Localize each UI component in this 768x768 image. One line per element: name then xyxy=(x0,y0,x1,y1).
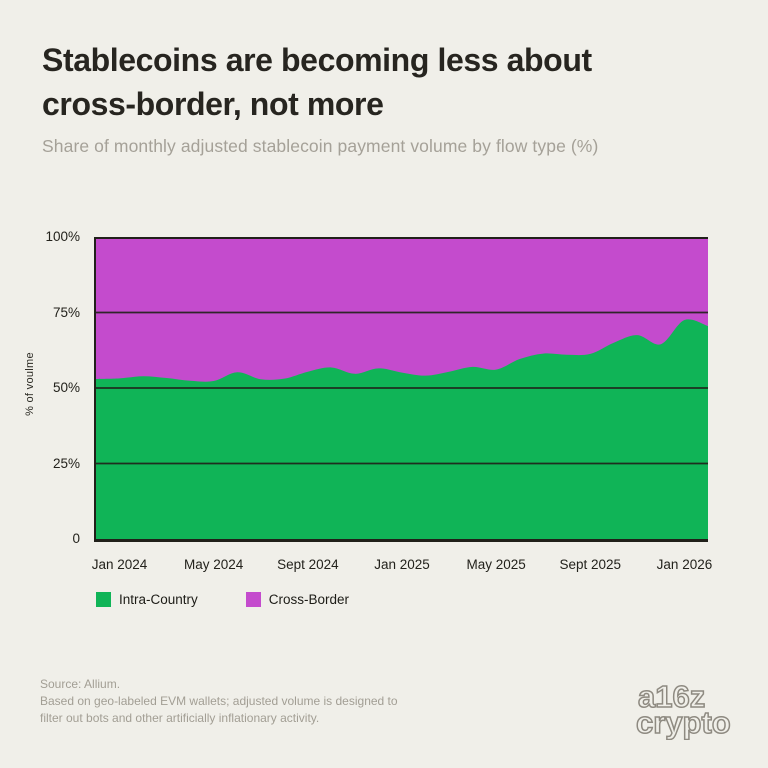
logo-text-a16z: a16z xyxy=(638,680,705,714)
chart-subtitle: Share of monthly adjusted stablecoin pay… xyxy=(42,136,599,156)
y-tick-label: 0 xyxy=(72,531,80,546)
logo-text-crypto: crypto xyxy=(636,705,731,740)
legend-item: Cross-Border xyxy=(245,592,350,607)
x-tick-label: May 2024 xyxy=(184,557,244,572)
source-line-2: Based on geo-labeled EVM wallets; adjust… xyxy=(40,694,398,708)
y-tick-label: 75% xyxy=(52,304,80,320)
legend-swatch xyxy=(245,592,261,607)
a16z-crypto-logo: a16z crypto xyxy=(634,678,752,745)
intra-country-area xyxy=(96,319,708,539)
legend: Intra-Country Cross-Border xyxy=(96,592,397,607)
x-axis-labels: Jan 2024 May 2024 Sept 2024 Jan 2025 May 202… xyxy=(92,556,712,574)
x-tick-label: Sept 2025 xyxy=(559,557,622,572)
y-axis-labels: 100% 75% 50% 25% 0 xyxy=(36,229,88,546)
y-tick-label: 50% xyxy=(52,380,80,395)
y-axis-title: % of voulme xyxy=(24,352,36,416)
title-line-2: cross-border, not more xyxy=(42,86,384,122)
source-note: Source: Allium. Based on geo-labeled EVM… xyxy=(40,676,398,727)
x-tick-label: Jan 2025 xyxy=(374,557,430,572)
source-line-3: filter out bots and other artificially i… xyxy=(40,711,320,725)
legend-swatch xyxy=(96,592,111,607)
title-line-1: Stablecoins are becoming less about xyxy=(42,42,592,78)
y-tick-label: 25% xyxy=(52,455,80,471)
source-line-1: Source: Allium. xyxy=(40,677,121,691)
a16z-crypto-logo-svg: a16z crypto xyxy=(635,678,731,741)
x-tick-label: Jan 2024 xyxy=(91,557,148,572)
y-tick-label: 100% xyxy=(45,229,80,244)
plot-area xyxy=(94,237,708,542)
legend-label: Intra-Country xyxy=(119,592,198,607)
legend-item: Intra-Country xyxy=(96,592,198,607)
x-tick-label: Sept 2024 xyxy=(277,557,339,572)
stacked-area-svg xyxy=(96,237,708,539)
x-tick-label: Jan 2026 xyxy=(656,557,713,572)
page-title: Stablecoins are becoming less about cros… xyxy=(42,38,592,126)
x-tick-label: May 2025 xyxy=(466,557,526,572)
legend-label: Cross-Border xyxy=(268,592,350,607)
